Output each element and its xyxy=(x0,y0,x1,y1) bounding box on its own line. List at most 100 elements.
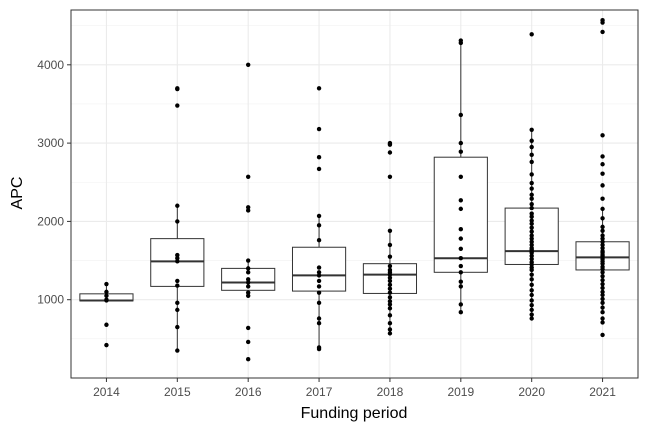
data-point xyxy=(600,296,605,302)
x-tick-label: 2015 xyxy=(164,385,191,399)
data-point xyxy=(316,346,322,352)
data-point xyxy=(316,237,322,243)
data-point xyxy=(104,293,109,298)
data-point xyxy=(245,357,251,362)
data-point xyxy=(458,270,464,275)
data-point xyxy=(245,280,251,285)
data-point xyxy=(387,320,393,326)
data-point xyxy=(529,239,534,244)
data-point xyxy=(387,228,393,233)
data-point xyxy=(458,246,464,252)
data-point xyxy=(529,127,534,132)
data-point xyxy=(175,278,180,284)
data-point xyxy=(316,300,322,306)
x-tick-label: 2020 xyxy=(518,385,545,399)
x-axis-ticks: 2014 2015 2016 2017 2018 2019 2020 2021 xyxy=(93,378,616,399)
data-point xyxy=(316,223,322,228)
data-point xyxy=(600,289,605,295)
data-point xyxy=(600,332,605,338)
data-point xyxy=(600,171,605,176)
data-point xyxy=(458,256,464,261)
data-point xyxy=(529,186,534,191)
data-point xyxy=(529,180,534,186)
data-point xyxy=(458,140,464,146)
y-tick-label: 3000 xyxy=(37,136,64,150)
data-point xyxy=(529,152,534,158)
data-point xyxy=(245,293,251,298)
data-point xyxy=(529,225,534,230)
data-point xyxy=(245,290,251,295)
data-point xyxy=(175,283,180,288)
data-point xyxy=(458,236,464,241)
data-point xyxy=(529,172,534,177)
data-point xyxy=(529,282,534,288)
data-point xyxy=(529,298,534,303)
data-point xyxy=(600,320,605,325)
data-point xyxy=(529,32,534,37)
data-point xyxy=(600,228,605,233)
data-point xyxy=(387,275,393,280)
data-point xyxy=(529,316,534,321)
data-point xyxy=(387,295,393,300)
data-point xyxy=(529,229,534,234)
data-point xyxy=(529,253,534,259)
data-point xyxy=(104,322,109,327)
data-point xyxy=(529,307,534,313)
data-point xyxy=(245,284,251,289)
data-point xyxy=(458,198,464,203)
panel-border xyxy=(70,9,639,379)
data-point xyxy=(387,150,393,155)
data-point xyxy=(458,149,464,154)
data-point xyxy=(175,86,180,92)
data-point xyxy=(529,214,534,219)
data-point xyxy=(175,103,180,108)
x-tick-label: 2018 xyxy=(377,385,404,399)
data-point xyxy=(600,216,605,221)
y-axis-label: APC xyxy=(9,177,26,210)
data-point xyxy=(529,138,534,143)
x-tick-label: 2021 xyxy=(589,385,616,399)
data-point xyxy=(387,142,393,147)
data-point xyxy=(245,258,251,263)
data-point xyxy=(316,278,322,284)
data-point xyxy=(600,261,605,266)
x-tick-label: 2014 xyxy=(93,385,120,399)
data-point xyxy=(387,290,393,295)
data-point xyxy=(600,162,605,167)
data-point xyxy=(387,306,393,311)
data-point xyxy=(529,221,534,226)
data-point xyxy=(387,174,393,179)
data-point xyxy=(458,227,464,232)
data-point xyxy=(600,310,605,315)
data-point xyxy=(316,290,322,295)
data-point xyxy=(529,192,534,197)
data-point xyxy=(387,299,393,304)
data-point xyxy=(175,219,180,224)
data-point xyxy=(529,159,534,165)
data-point xyxy=(600,154,605,159)
data-point xyxy=(316,126,322,132)
data-point xyxy=(529,218,534,223)
data-point xyxy=(316,320,322,326)
x-tick-label: 2017 xyxy=(306,385,333,399)
data-point xyxy=(316,284,322,289)
data-point xyxy=(316,155,322,160)
data-point xyxy=(458,174,464,179)
data-point xyxy=(529,292,534,298)
data-point xyxy=(600,133,605,138)
data-point xyxy=(316,273,322,278)
data-point xyxy=(387,313,393,318)
data-point xyxy=(458,206,464,212)
data-point xyxy=(175,252,180,258)
data-point xyxy=(245,339,251,345)
data-point xyxy=(387,242,393,248)
data-point xyxy=(600,300,605,306)
data-point xyxy=(316,166,322,172)
data-point xyxy=(316,316,322,321)
data-point xyxy=(458,112,464,118)
data-point xyxy=(600,281,605,287)
data-point xyxy=(529,250,534,255)
data-point xyxy=(245,205,251,210)
data-point xyxy=(600,183,605,188)
data-point xyxy=(600,196,605,201)
